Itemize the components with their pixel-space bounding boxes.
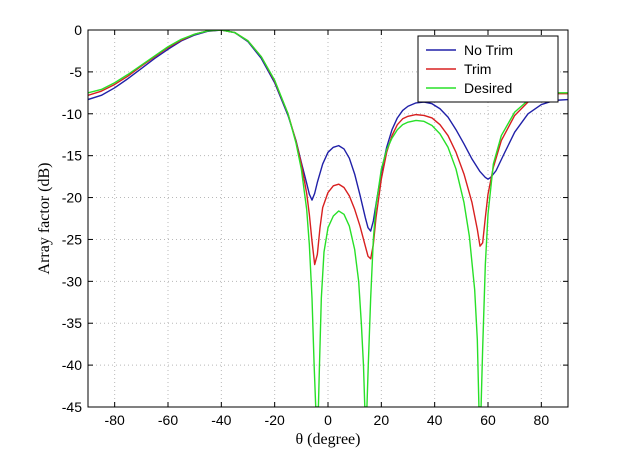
series-line-desired — [88, 30, 568, 407]
x-tick-label: -20 — [265, 412, 285, 428]
legend-label: No Trim — [464, 42, 513, 58]
y-tick-label: -30 — [62, 273, 82, 289]
x-tick-label: 40 — [427, 412, 443, 428]
x-tick-label: -60 — [158, 412, 178, 428]
y-tick-label: -40 — [62, 357, 82, 373]
y-tick-label: -15 — [62, 148, 82, 164]
y-tick-label: 0 — [74, 22, 82, 38]
y-tick-label: -20 — [62, 190, 82, 206]
x-tick-label: -80 — [105, 412, 125, 428]
x-tick-label: 0 — [324, 412, 332, 428]
x-tick-label: -40 — [211, 412, 231, 428]
y-tick-label: -35 — [62, 315, 82, 331]
x-axis-label: θ (degree) — [296, 431, 361, 448]
y-tick-label: -10 — [62, 106, 82, 122]
legend-label: Desired — [464, 80, 512, 96]
y-tick-label: -5 — [70, 64, 83, 80]
legend-label: Trim — [464, 61, 491, 77]
y-axis-label: Array factor (dB) — [36, 163, 53, 275]
y-tick-label: -45 — [62, 399, 82, 415]
legend: No Trim Trim Desired — [417, 35, 559, 103]
series-lines — [88, 30, 568, 407]
x-tick-label: 80 — [534, 412, 550, 428]
series-line-no-trim — [88, 30, 568, 232]
x-tick-label: 60 — [480, 412, 496, 428]
x-tick-label: 20 — [374, 412, 390, 428]
axis-ticks: -80 -60 -40 -20 0 20 40 60 80 0 -5 -10 -15 -20 -25 -30 -… — [62, 22, 568, 428]
y-tick-label: -25 — [62, 231, 82, 247]
